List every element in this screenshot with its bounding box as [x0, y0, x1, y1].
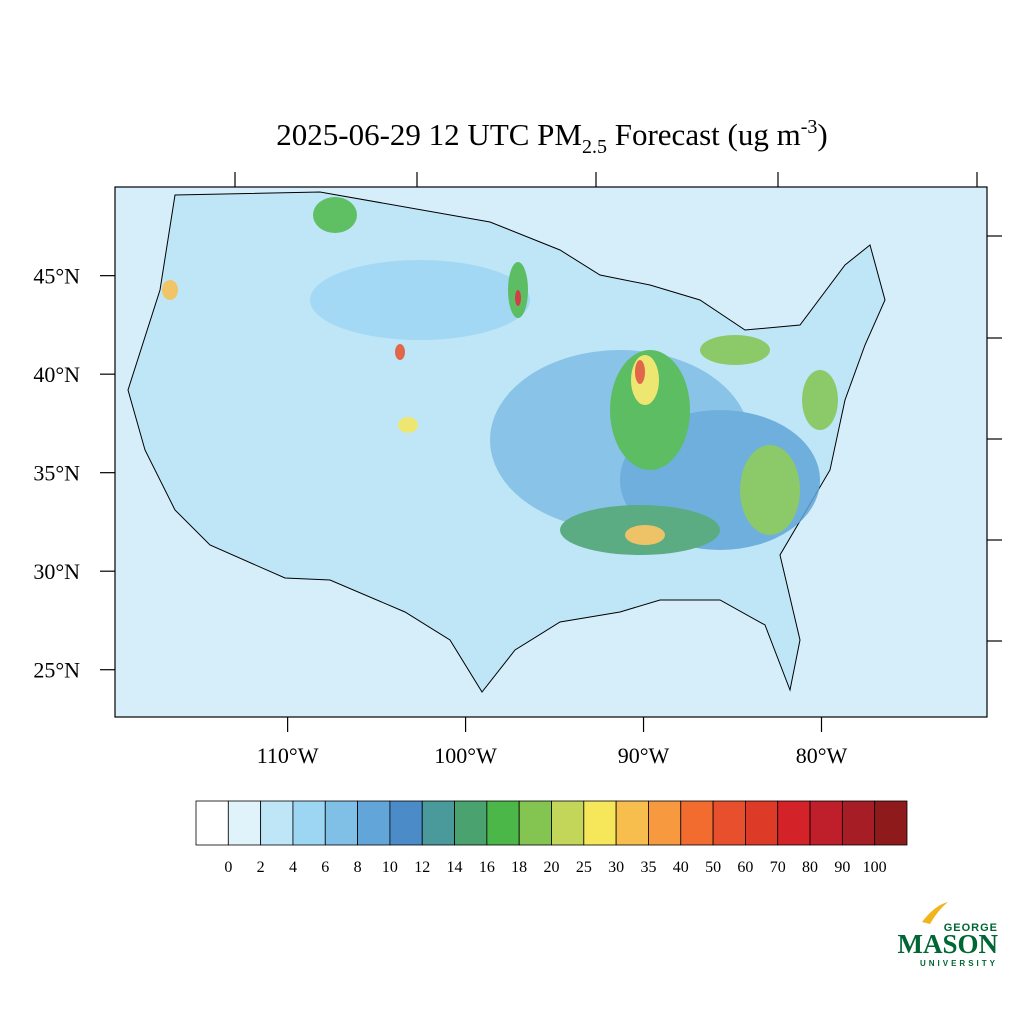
logo-main: MASON: [898, 929, 999, 959]
y-tick-label: 30°N: [33, 559, 80, 584]
colorbar-box: [583, 800, 617, 846]
colorbar-box: [227, 800, 262, 846]
colorbar-label: 2: [257, 859, 265, 876]
colorbar-label: 20: [544, 859, 560, 876]
colorbar-label: 12: [414, 859, 430, 876]
colorbar-label: 10: [382, 859, 398, 876]
colorbar-box: [357, 800, 391, 846]
colorbar: 0 2 4 6 8 10 12 14 16 18 20 25 30 35 40 50 60 70 80 90 100: [195, 800, 908, 876]
colorbar-box: [745, 800, 779, 846]
colorbar-label: 40: [673, 859, 689, 876]
colorbar-box: [712, 800, 746, 846]
colorbar-box: [809, 800, 843, 846]
colorbar-label: 35: [640, 859, 656, 876]
colorbar-box: [551, 800, 585, 846]
title-subscript: 2.5: [582, 136, 607, 158]
x-tick-label: 80°W: [796, 743, 848, 768]
title-superscript: -3: [801, 116, 818, 138]
logo-top: GEORGE: [944, 922, 998, 934]
colorbar-box: [324, 800, 358, 846]
colorbar-label: 0: [224, 859, 232, 876]
logo: GEORGE MASON UNIVERSITY: [898, 902, 999, 968]
colorbar-box: [260, 800, 294, 846]
x-tick-label: 90°W: [618, 743, 670, 768]
colorbar-box: [615, 800, 649, 846]
colorbar-label: 50: [705, 859, 721, 876]
title-end: ): [817, 117, 827, 152]
logo-swoosh: [922, 902, 948, 924]
colorbar-label: 14: [447, 859, 463, 876]
colorbar-box: [195, 800, 229, 846]
colorbar-label: 16: [479, 859, 495, 876]
logo-bottom: UNIVERSITY: [920, 959, 998, 968]
chart-title: 2025-06-29 12 UTC PM2.5 Forecast (ug m-3…: [276, 116, 827, 158]
frame-ticks: [234, 172, 1002, 642]
colorbar-box: [874, 800, 908, 846]
colorbar-box: [680, 800, 714, 846]
colorbar-label: 25: [576, 859, 592, 876]
colorbar-box: [841, 800, 876, 846]
colorbar-label: 70: [770, 859, 786, 876]
colorbar-box: [518, 800, 552, 846]
colorbar-box: [292, 800, 326, 846]
colorbar-box: [389, 800, 423, 846]
title-middle: Forecast (ug m: [607, 117, 801, 152]
map: [114, 172, 1002, 718]
colorbar-box: [486, 800, 520, 846]
y-tick-label: 45°N: [33, 264, 80, 289]
colorbar-box: [454, 800, 488, 846]
map-frame: [114, 186, 988, 718]
colorbar-box: [777, 800, 811, 846]
x-tick-label: 110°W: [257, 743, 319, 768]
colorbar-label: 4: [289, 859, 297, 876]
colorbar-label: 60: [737, 859, 753, 876]
colorbar-label: 18: [511, 859, 527, 876]
title-main: 2025-06-29 12 UTC PM: [276, 117, 582, 152]
colorbar-label: 8: [354, 859, 362, 876]
colorbar-label: 100: [863, 859, 887, 876]
colorbar-box: [648, 800, 682, 846]
x-tick-label: 100°W: [434, 743, 497, 768]
colorbar-label: 30: [608, 859, 624, 876]
colorbar-label: 90: [834, 859, 850, 876]
y-tick-label: 25°N: [33, 658, 80, 683]
y-tick-label: 40°N: [33, 362, 80, 387]
colorbar-label: 6: [321, 859, 329, 876]
colorbar-label: 80: [802, 859, 818, 876]
concentration-field: [162, 197, 838, 555]
colorbar-box: [421, 800, 455, 846]
y-tick-label: 35°N: [33, 461, 80, 486]
